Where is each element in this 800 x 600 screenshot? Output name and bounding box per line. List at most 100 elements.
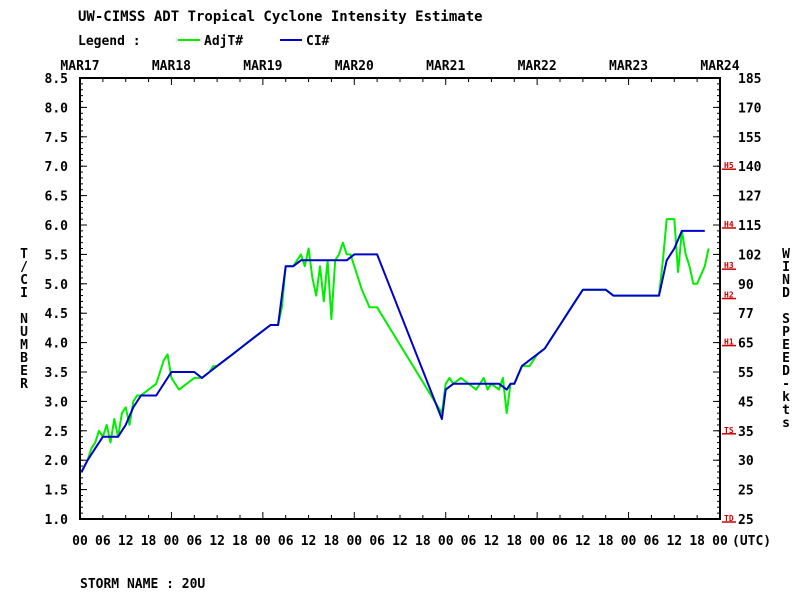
x-tick-label: 12	[666, 534, 682, 549]
y-left-tick-label: 8.0	[45, 101, 69, 116]
x-tick-label: 12	[118, 534, 134, 549]
y-right-tick-label: 185	[738, 72, 761, 87]
y-right-title-char: k	[782, 390, 790, 405]
y-left-title-char: M	[20, 338, 28, 353]
y-right-title-char: E	[782, 338, 790, 353]
y-right-tick-label: 25	[738, 513, 754, 528]
x-tick-label: 18	[232, 534, 248, 549]
date-label: MAR20	[335, 59, 374, 74]
y-left-title-char: T	[20, 247, 28, 262]
legend-entry-adjt: AdjT#	[204, 34, 243, 49]
x-tick-label: 06	[278, 534, 294, 549]
y-right-title-char: N	[782, 273, 790, 288]
y-right-tick-label: 140	[738, 160, 762, 175]
series-line-adjt	[80, 218, 710, 473]
date-labels: MAR17 MAR18 MAR19 MAR20 MAR21 MAR22 MAR23 MAR24	[60, 59, 739, 74]
category-mark-label: H3	[724, 261, 734, 270]
y-left-title-char: B	[20, 351, 28, 366]
category-mark-label: H5	[724, 161, 734, 170]
x-tick-label: 06	[552, 534, 568, 549]
y-right-title-char: D	[782, 286, 790, 301]
category-mark-label: TD	[724, 514, 734, 523]
y-right-axis-ticks: 25 25 30 35 45 55 65 77 90 102 115 127 140 155 170 185	[713, 72, 762, 528]
series-line-ci	[80, 229, 705, 473]
y-left-tick-label: 5.5	[45, 248, 68, 263]
y-left-tick-label: 1.5	[45, 484, 68, 499]
x-tick-label: 12	[392, 534, 408, 549]
intensity-category-marks: TD TS H1 H2 H3 H4 H5	[722, 161, 736, 523]
x-tick-label: 06	[644, 534, 660, 549]
x-tick-label: 12	[484, 534, 500, 549]
x-tick-label: 00	[438, 534, 454, 549]
y-right-title-char: E	[782, 351, 790, 366]
x-axis-ticks: 00 06 12 18 00 06 12 18 00 06 12 18 00 06 12 18 00 06 12 18…	[72, 78, 728, 549]
y-right-title-char: P	[782, 325, 790, 340]
category-mark-label: TS	[724, 426, 734, 435]
x-tick-label: 06	[95, 534, 111, 549]
x-tick-label: 12	[575, 534, 591, 549]
y-right-tick-label: 127	[738, 190, 761, 205]
chart-title: UW-CIMSS ADT Tropical Cyclone Intensity …	[78, 9, 483, 25]
x-tick-label: 00	[346, 534, 362, 549]
y-left-tick-label: 4.0	[45, 337, 69, 352]
y-left-tick-label: 5.0	[45, 278, 69, 293]
y-left-tick-label: 3.5	[45, 366, 68, 381]
y-left-tick-label: 8.5	[45, 72, 68, 87]
y-right-title-char: s	[782, 416, 790, 431]
date-label: MAR18	[152, 59, 191, 74]
y-left-tick-label: 3.0	[45, 395, 69, 410]
y-left-tick-label: 1.0	[45, 513, 69, 528]
y-right-tick-label: 90	[738, 278, 754, 293]
y-left-axis-ticks: 1.0 1.5 2.0 2.5 3.0 3.5 4.0 4.5 5.0 5.5 6.0 6.5 7.0 7…	[45, 72, 720, 528]
x-tick-label: 00	[164, 534, 180, 549]
y-right-tick-label: 35	[738, 425, 754, 440]
y-right-tick-label: 155	[738, 131, 761, 146]
category-mark-label: H2	[724, 291, 734, 300]
y-left-tick-label: 6.0	[45, 219, 69, 234]
date-label: MAR24	[700, 59, 739, 74]
y-right-tick-label: 30	[738, 454, 754, 469]
x-tick-label: 00	[712, 534, 728, 549]
x-tick-label: 06	[461, 534, 477, 549]
x-tick-label: 00	[72, 534, 88, 549]
x-tick-label: 18	[324, 534, 340, 549]
y-right-tick-label: 65	[738, 337, 754, 352]
date-label: MAR19	[243, 59, 282, 74]
y-right-tick-label: 77	[738, 307, 754, 322]
y-left-title-char: I	[20, 286, 28, 301]
y-right-tick-label: 55	[738, 366, 754, 381]
y-left-tick-label: 2.5	[45, 425, 68, 440]
y-left-tick-label: 6.5	[45, 190, 68, 205]
y-left-tick-label: 7.5	[45, 131, 68, 146]
date-label: MAR22	[518, 59, 557, 74]
category-mark-label: H1	[724, 338, 734, 347]
x-tick-label: 00	[255, 534, 271, 549]
x-tick-label: 18	[689, 534, 705, 549]
y-left-tick-label: 2.0	[45, 454, 69, 469]
plot-frame	[79, 77, 721, 520]
y-right-title-char: I	[782, 260, 790, 275]
category-mark-label: H4	[724, 220, 734, 229]
y-right-title-char: S	[782, 312, 790, 327]
x-tick-label: 18	[598, 534, 614, 549]
x-tick-label: 00	[529, 534, 545, 549]
y-left-title-char: /	[20, 260, 28, 275]
series-layer	[80, 218, 710, 473]
x-axis-suffix: (UTC)	[732, 534, 771, 549]
x-tick-label: 18	[506, 534, 522, 549]
y-right-title-char: D	[782, 364, 790, 379]
y-right-title-char: t	[782, 403, 790, 418]
x-tick-label: 18	[141, 534, 157, 549]
storm-name: STORM NAME : 20U	[80, 577, 205, 592]
y-left-tick-label: 7.0	[45, 160, 69, 175]
y-right-tick-label: 45	[738, 395, 754, 410]
x-tick-label: 06	[186, 534, 202, 549]
y-right-tick-label: 102	[738, 248, 761, 263]
y-right-tick-label: 170	[738, 101, 762, 116]
y-left-title-char: N	[20, 312, 28, 327]
date-label: MAR21	[426, 59, 465, 74]
y-right-tick-label: 25	[738, 484, 754, 499]
